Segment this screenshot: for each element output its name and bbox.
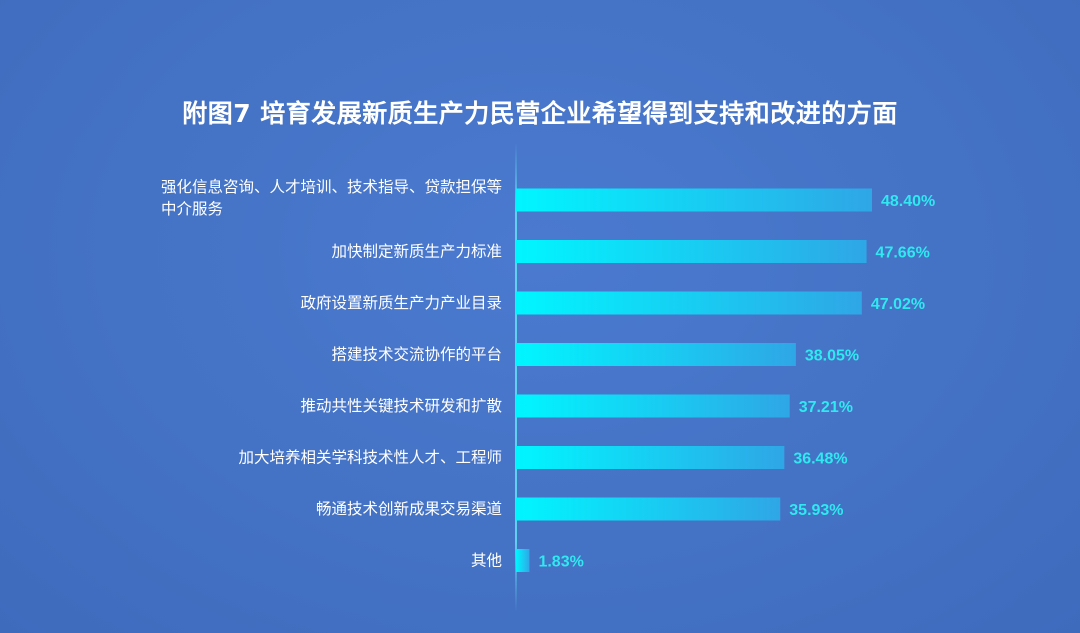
bar [516,394,790,418]
category-label: 加大培养相关学科技术性人才、工程师 [238,449,502,467]
y-axis-line [515,142,517,612]
category-label: 中介服务 [161,200,223,218]
category-label: 加快制定新质生产力标准 [331,243,502,261]
category-label: 畅通技术创新成果交易渠道 [316,500,502,518]
bar [516,549,530,572]
value-label: 38.05% [805,348,859,365]
category-label: 强化信息咨询、人才培训、技术指导、贷款担保等 [161,178,502,196]
value-label: 47.02% [871,296,925,313]
category-label: 政府设置新质生产力产业目录 [300,294,502,312]
category-label: 搭建技术交流协作的平台 [331,346,502,364]
value-label: 37.21% [799,399,853,416]
bar [516,343,796,366]
bar [516,497,781,521]
value-label: 35.93% [789,502,843,519]
chart-title: 附图7 培育发展新质生产力民营企业希望得到支持和改进的方面 [182,99,898,128]
value-label: 48.40% [881,193,935,210]
bar [516,188,872,212]
bar [516,446,785,469]
category-label: 其他 [471,552,502,570]
category-label: 推动共性关键技术研发和扩散 [300,397,502,415]
value-label: 47.66% [876,245,930,262]
bar [516,291,862,315]
value-label: 36.48% [793,451,847,468]
value-label: 1.83% [538,554,583,571]
bar [516,240,867,263]
